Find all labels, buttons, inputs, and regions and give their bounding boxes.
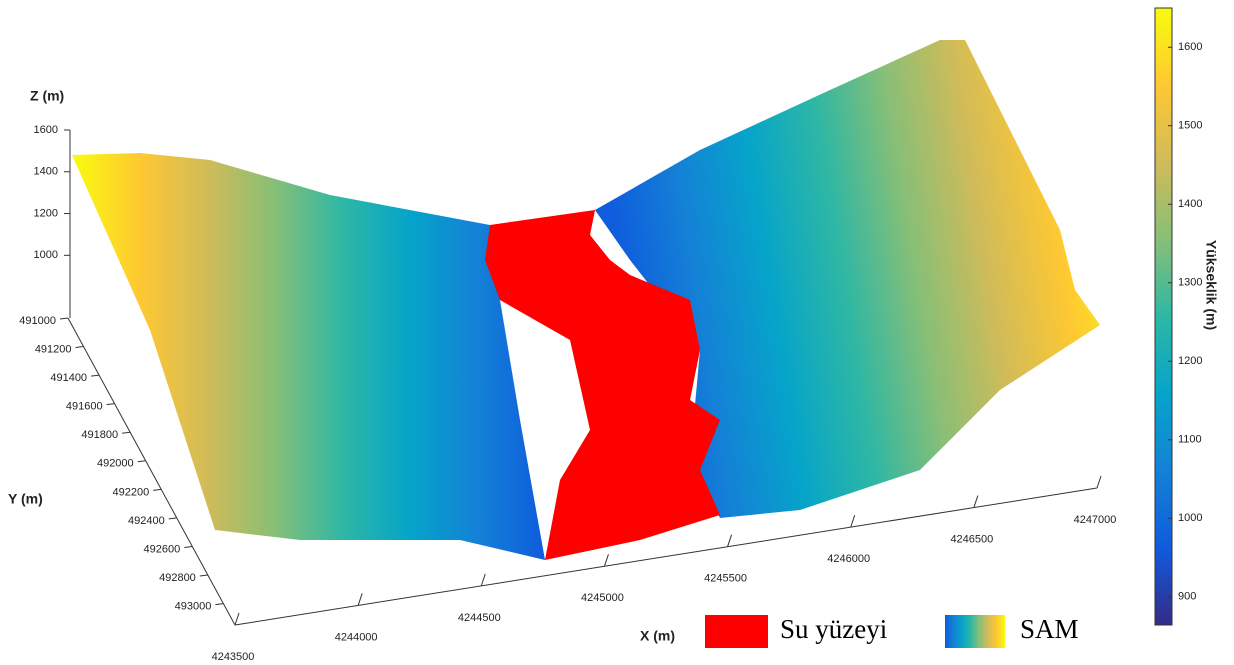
- colorbar-tick-label: 1200: [1178, 355, 1202, 367]
- z-tick-label: 1400: [34, 166, 58, 178]
- y-tick-label: 491200: [35, 343, 72, 355]
- x-tick: [974, 496, 978, 508]
- x-tick-label: 4243500: [212, 651, 255, 663]
- colorbar-label: Yükseklik (m): [1203, 240, 1219, 330]
- y-tick: [60, 318, 68, 319]
- z-tick-label: 1200: [34, 207, 58, 219]
- x-tick: [235, 613, 239, 625]
- y-tick: [91, 375, 99, 376]
- colorbar-tick-label: 1000: [1178, 512, 1202, 524]
- y-tick-label: 491400: [50, 372, 87, 384]
- x-axis-label: X (m): [640, 628, 675, 644]
- z-tick-label: 1600: [34, 124, 58, 136]
- x-tick-label: 4245000: [581, 592, 624, 604]
- z-tick-label: 1000: [34, 249, 58, 261]
- y-tick: [184, 546, 192, 547]
- y-tick: [107, 404, 115, 405]
- y-tick: [169, 518, 177, 519]
- x-tick: [358, 593, 362, 605]
- y-tick-label: 491000: [19, 315, 56, 327]
- x-tick: [851, 515, 855, 527]
- x-tick-label: 4246500: [950, 533, 993, 545]
- legend-label: SAM: [1020, 614, 1079, 644]
- x-tick: [604, 554, 608, 566]
- colorbar-tick-label: 1100: [1178, 434, 1202, 446]
- y-tick-label: 492000: [97, 458, 134, 470]
- colorbar-tick-label: 1500: [1178, 120, 1202, 132]
- x-tick-label: 4244500: [458, 612, 501, 624]
- colorbar-tick-label: 900: [1178, 591, 1196, 603]
- y-tick: [215, 604, 223, 605]
- legend-swatch: [705, 615, 768, 648]
- x-tick: [1097, 476, 1101, 488]
- colorbar: [1155, 8, 1172, 625]
- x-tick-label: 4244000: [335, 631, 378, 643]
- y-axis-label: Y (m): [8, 491, 43, 507]
- surface-left: [72, 153, 545, 560]
- y-tick-label: 492400: [128, 515, 165, 527]
- x-tick: [728, 535, 732, 547]
- colorbar-tick-label: 1600: [1178, 41, 1202, 53]
- colorbar-tick-label: 1400: [1178, 198, 1202, 210]
- chart: Z (m) Y (m) X (m) Yükseklik (m) Su yüzey…: [0, 0, 1234, 665]
- x-tick-label: 4246000: [827, 553, 870, 565]
- y-tick: [153, 489, 161, 490]
- y-tick: [200, 575, 208, 576]
- y-tick-label: 492600: [144, 543, 181, 555]
- y-tick-label: 492200: [112, 486, 149, 498]
- y-tick-label: 492800: [159, 572, 196, 584]
- x-tick-label: 4245500: [704, 573, 747, 585]
- y-tick-label: 493000: [175, 600, 212, 612]
- legend-swatch: [945, 615, 1005, 648]
- z-axis-label: Z (m): [30, 88, 64, 104]
- legend-label: Su yüzeyi: [780, 614, 887, 644]
- y-tick-label: 491600: [66, 401, 103, 413]
- y-tick: [76, 347, 84, 348]
- y-tick: [138, 461, 146, 462]
- x-tick-label: 4247000: [1074, 514, 1117, 526]
- y-tick-label: 491800: [81, 429, 118, 441]
- x-tick: [481, 574, 485, 586]
- colorbar-tick-label: 1300: [1178, 277, 1202, 289]
- y-tick: [122, 432, 130, 433]
